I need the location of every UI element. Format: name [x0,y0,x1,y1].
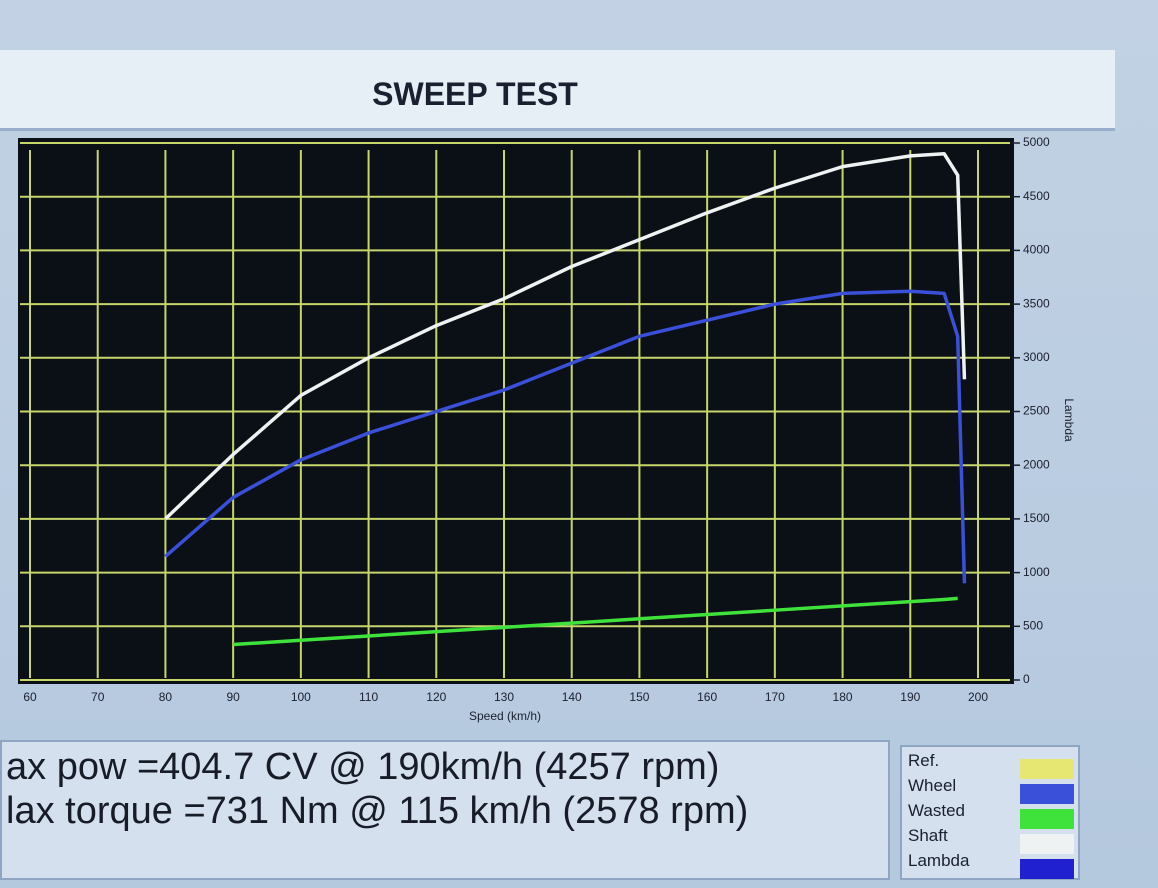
legend-swatch [1020,859,1074,879]
x-tick-label: 140 [562,690,582,704]
legend: Ref. Wheel Wasted Shaft Lambda [900,745,1080,880]
x-tick-label: 70 [91,690,105,704]
series-line [164,151,967,521]
y-tick-label: 4500 [1023,189,1050,203]
title: SWEEP TEST [372,76,578,112]
legend-swatch [1020,759,1074,779]
series-line [164,289,967,584]
y-tick-label: 3500 [1023,296,1050,310]
x-tick-label: 100 [291,690,311,704]
y-axis-title: Lambda [1062,398,1076,442]
legend-swatch [1020,834,1074,854]
legend-label: Wheel [908,776,957,795]
x-tick-label: 80 [159,690,173,704]
x-tick-label: 170 [765,690,785,704]
y-tick-label: 1000 [1023,565,1050,579]
legend-label: Wasted [908,801,966,820]
x-tick-label: 190 [900,690,920,704]
y-tick-label: 5000 [1023,135,1050,149]
info-line: lax torque =731 Nm @ 115 km/h (2578 rpm) [6,790,749,832]
x-tick-label: 60 [23,690,37,704]
x-axis-title: Speed (km/h) [469,709,541,723]
chart: Speed (km/h) Lambda 60 70 80 90 100 110 120 130… [18,135,1076,723]
x-tick-label: 90 [226,690,240,704]
y-tick-label: 4000 [1023,243,1050,257]
legend-swatch [1020,784,1074,804]
legend-swatch [1020,809,1074,829]
info-panel: ax pow =404.7 CV @ 190km/h (4257 rpm) lax… [0,740,890,880]
x-tick-label: 120 [426,690,446,704]
y-tick-label: 2000 [1023,457,1050,471]
x-tick-label: 150 [629,690,649,704]
x-tick-label: 110 [359,690,378,704]
y-tick-label: 500 [1023,618,1043,632]
legend-label: Lambda [908,851,970,870]
y-tick-label: 3000 [1023,350,1050,364]
x-tick-label: 200 [968,690,988,704]
legend-label: Shaft [908,826,948,845]
y-tick-label: 1500 [1023,511,1050,525]
series-line [233,596,958,647]
x-tick-label: 160 [697,690,717,704]
x-tick-label: 130 [494,690,514,704]
legend-label: Ref. [908,751,940,770]
y-tick-label: 0 [1023,672,1030,686]
x-tick-label: 180 [833,690,853,704]
title-bar: SWEEP TEST [0,50,1115,131]
info-line: ax pow =404.7 CV @ 190km/h (4257 rpm) [6,746,720,788]
y-tick-label: 2500 [1023,404,1050,418]
